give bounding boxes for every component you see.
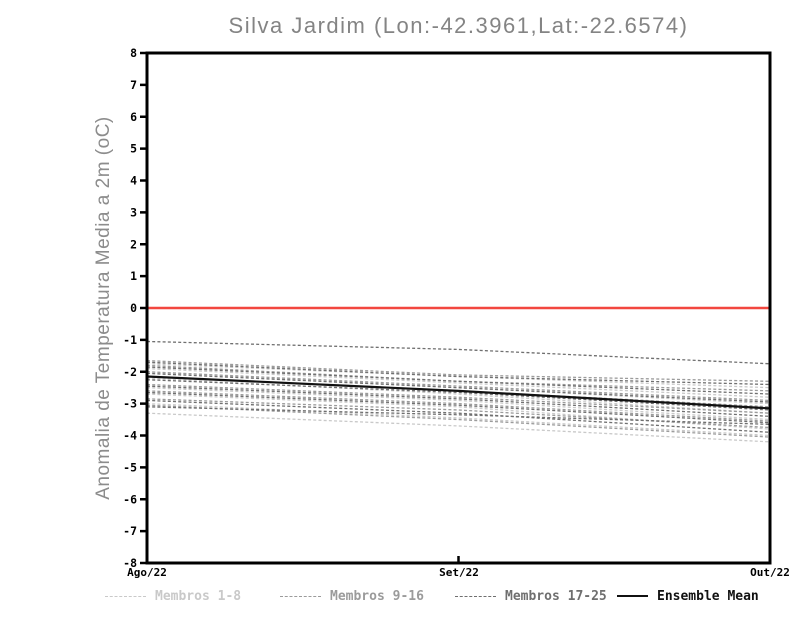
y-tick-label: 7 [130, 78, 137, 92]
legend-label: Membros 9-16 [330, 588, 424, 604]
ensemble-member-line [146, 404, 771, 438]
legend-item-ensemble-mean: Ensemble Mean [617, 588, 759, 604]
legend-item-membros-9-16: Membros 9-16 [280, 588, 424, 604]
y-tick-label: 8 [130, 46, 137, 60]
ensemble-mean-line [146, 375, 771, 410]
y-tick-label: -4 [123, 429, 137, 443]
x-tick-label-set: Set/22 [439, 566, 479, 579]
ensemble-member-line [146, 364, 771, 392]
y-tick-label: -3 [123, 397, 137, 411]
y-tick-label: -6 [123, 492, 137, 506]
ensemble-member-line [146, 377, 771, 414]
y-tick-label: 5 [130, 142, 137, 156]
ensemble-member-line [146, 399, 771, 433]
ensemble-member-line [146, 372, 771, 403]
y-tick-label: 2 [130, 237, 137, 251]
ensemble-member-line [146, 363, 771, 389]
legend-line-sample-membros-17-25 [455, 595, 496, 597]
ensemble-member-line [146, 383, 771, 414]
legend-label: Membros 17-25 [505, 588, 607, 604]
legend-label: Membros 1-8 [155, 588, 242, 604]
legend-item-membros-1-8: Membros 1-8 [105, 588, 241, 604]
ensemble-member-line [146, 406, 771, 425]
ensemble-member-line [146, 390, 771, 422]
ensemble-member-line [146, 340, 771, 365]
y-tick-label: 3 [130, 205, 137, 219]
legend-line-sample-membros-9-16 [280, 595, 321, 597]
y-tick-label: -1 [123, 333, 137, 347]
y-tick-label: 1 [130, 269, 137, 283]
x-tick-label-out: Out/22 [750, 566, 790, 579]
x-tick-label-ago: Ago/22 [127, 566, 167, 579]
ensemble-member-line [146, 412, 771, 443]
ensemble-member-line [146, 391, 771, 424]
legend-label: Ensemble Mean [657, 588, 759, 604]
ensemble-member-line [146, 367, 771, 398]
ensemble-member-line [146, 359, 771, 382]
ensemble-member-line [146, 402, 771, 437]
y-tick-label: 4 [130, 174, 137, 188]
y-tick-label: 6 [130, 110, 137, 124]
ensemble-member-line [146, 379, 771, 411]
ensemble-member-line [146, 371, 771, 402]
y-tick-label: -8 [123, 556, 137, 570]
legend-line-sample-membros-1-8 [105, 595, 146, 597]
chart-title: Silva Jardim (Lon:-42.3961,Lat:-22.6574) [228, 13, 689, 38]
legend-item-membros-17-25: Membros 17-25 [455, 588, 607, 604]
ensemble-member-line [146, 371, 771, 405]
y-tick-label: -5 [123, 460, 137, 474]
y-tick-label: 0 [130, 301, 137, 315]
y-tick-label: -2 [123, 365, 137, 379]
ensemble-member-line [146, 393, 771, 430]
y-tick-label: -7 [123, 524, 137, 538]
legend-line-sample-ensemble-mean [617, 595, 648, 597]
